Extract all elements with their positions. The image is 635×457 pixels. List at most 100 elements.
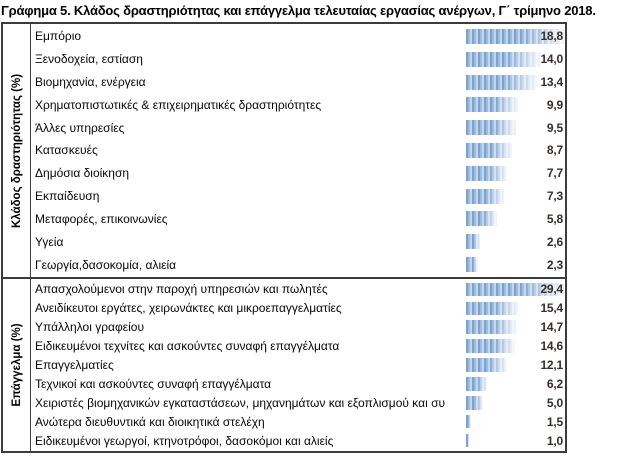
value-label: 1,0 [546,433,563,448]
bar-row: Ειδικευμένοι γεωργοί, κτηνοτρόφοι, δασοκ… [31,431,565,450]
axis-label: Κλάδος δραστηριότητας (%) [10,73,23,228]
chart-section: Επάγγελμα (%) Απασχολούμενοι στην παροχή… [3,277,565,451]
bar [466,395,483,410]
bar-cell: 2,3 [466,253,565,276]
value-label: 8,7 [546,143,563,158]
value-label: 6,2 [546,376,563,391]
bar-row: Βιομηχανία, ενέργεια 13,4 [31,71,565,94]
bar-row: Εμπόριο 18,8 [31,25,565,48]
bar [466,301,518,316]
bar-row: Ανειδίκευτοι εργάτες, χειρωνάκτες και μι… [31,299,565,318]
value-label: 2,3 [546,257,563,272]
value-label: 14,0 [540,52,563,67]
bar [466,74,537,90]
bar-cell: 18,8 [466,25,565,48]
bar-cell: 9,9 [466,93,565,116]
bar [466,282,565,297]
category-label: Ανειδίκευτοι εργάτες, χειρωνάκτες και μι… [35,301,342,316]
bar-row: Ειδικευμένοι τεχνίτες και ασκούντες συνα… [31,337,565,356]
bar-row: Τεχνικοί και ασκούντες συναφή επαγγέλματ… [31,374,565,393]
bar-cell: 1,0 [466,431,565,450]
bar [466,320,516,335]
bar-cell: 9,5 [466,116,565,139]
bar-row: Χειριστές βιομηχανικών εγκαταστάσεων, μη… [31,393,565,412]
bar-row: Άλλες υπηρεσίες 9,5 [31,116,565,139]
bar [466,97,519,113]
value-label: 1,5 [546,414,563,429]
value-label: 2,6 [546,234,563,249]
category-label: Ξενοδοχεία, εστίαση [35,52,143,67]
value-label: 5,8 [546,211,563,226]
value-label: 13,4 [540,75,563,90]
bar-row: Ανώτερα διευθυντικά και διοικητικά στελέ… [31,412,565,431]
bar [466,142,512,158]
bar-cell: 7,3 [466,185,565,208]
bar-cell: 1,5 [466,412,565,431]
category-label: Άλλες υπηρεσίες [35,120,125,135]
axis-label: Επάγγελμα (%) [10,323,23,407]
figure-title: Γράφημα 5. Κλάδος δραστηριότητας και επά… [1,3,596,18]
bar-cell: 2,6 [466,230,565,253]
bar-cell: 5,8 [466,208,565,231]
bar-row: Υγεία 2,6 [31,230,565,253]
bar-cell: 8,7 [466,139,565,162]
bar [466,414,472,429]
bar-row: Χρηματοπιστωτικές & επιχειρηματικές δρασ… [31,93,565,116]
category-label: Χρηματοπιστωτικές & επιχειρηματικές δρασ… [35,97,322,112]
bar-cell: 7,7 [466,162,565,185]
value-label: 9,9 [546,97,563,112]
category-label: Τεχνικοί και ασκούντες συναφή επαγγέλματ… [35,376,272,391]
category-label: Κατασκευές [35,143,98,158]
value-label: 14,7 [540,320,563,335]
bar [466,120,516,136]
category-label: Εκπαίδευση [35,189,100,204]
bar-row: Κατασκευές 8,7 [31,139,565,162]
category-label: Εμπόριο [35,29,82,44]
bar-cell: 14,6 [466,337,565,356]
bar [466,377,487,391]
bar-cell: 29,4 [466,280,565,299]
bar [466,234,480,250]
axis-label-cell: Κλάδος δραστηριότητας (%) [3,24,31,277]
category-label: Υπάλληλοι γραφείου [35,320,145,335]
chart-section: Κλάδος δραστηριότητας (%) Εμπόριο 18,8 Ξ… [3,24,565,277]
value-label: 12,1 [540,358,563,372]
bar [466,211,497,227]
bar-row: Υπάλληλοι γραφείου 14,7 [31,318,565,337]
bar [466,358,507,372]
category-label: Μεταφορές, επικοινωνίες [35,211,168,226]
value-label: 29,4 [540,282,563,297]
category-label: Χειριστές βιομηχανικών εγκαταστάσεων, μη… [35,395,446,410]
category-label: Ανώτερα διευθυντικά και διοικητικά στελέ… [35,414,265,429]
value-label: 14,6 [540,339,563,354]
value-label: 18,8 [540,29,563,44]
bar-cell: 5,0 [466,393,565,412]
bar [466,28,565,44]
bar [466,51,540,67]
category-label: Δημόσια διοίκηση [35,166,130,181]
category-label: Ειδικευμένοι τεχνίτες και ασκούντες συνα… [35,339,340,354]
value-label: 9,5 [546,120,563,135]
bar-cell: 14,7 [466,318,565,337]
bar-row: Εκπαίδευση 7,3 [31,185,565,208]
bar-row: Δημόσια διοίκηση 7,7 [31,162,565,185]
category-label: Ειδικευμένοι γεωργοί, κτηνοτρόφοι, δασοκ… [35,433,334,448]
section-rows: Απασχολούμενοι στην παροχή υπηρεσιών και… [31,279,565,451]
bar-cell: 12,1 [466,356,565,375]
value-label: 15,4 [540,301,563,316]
bar [466,165,507,181]
value-label: 7,3 [546,189,563,204]
category-label: Βιομηχανία, ενέργεια [35,75,146,90]
axis-label-cell: Επάγγελμα (%) [3,279,31,451]
value-label: 7,7 [546,166,563,181]
bar-row: Απασχολούμενοι στην παροχή υπηρεσιών και… [31,280,565,299]
bar-row: Ξενοδοχεία, εστίαση 14,0 [31,48,565,71]
category-label: Απασχολούμενοι στην παροχή υπηρεσιών και… [35,282,328,297]
category-label: Υγεία [35,234,64,249]
section-rows: Εμπόριο 18,8 Ξενοδοχεία, εστίαση 14,0 Βι… [31,24,565,277]
bar-row: Επαγγελματίες 12,1 [31,356,565,375]
category-label: Επαγγελματίες [35,358,114,372]
bar [466,188,505,204]
bar [466,257,479,273]
